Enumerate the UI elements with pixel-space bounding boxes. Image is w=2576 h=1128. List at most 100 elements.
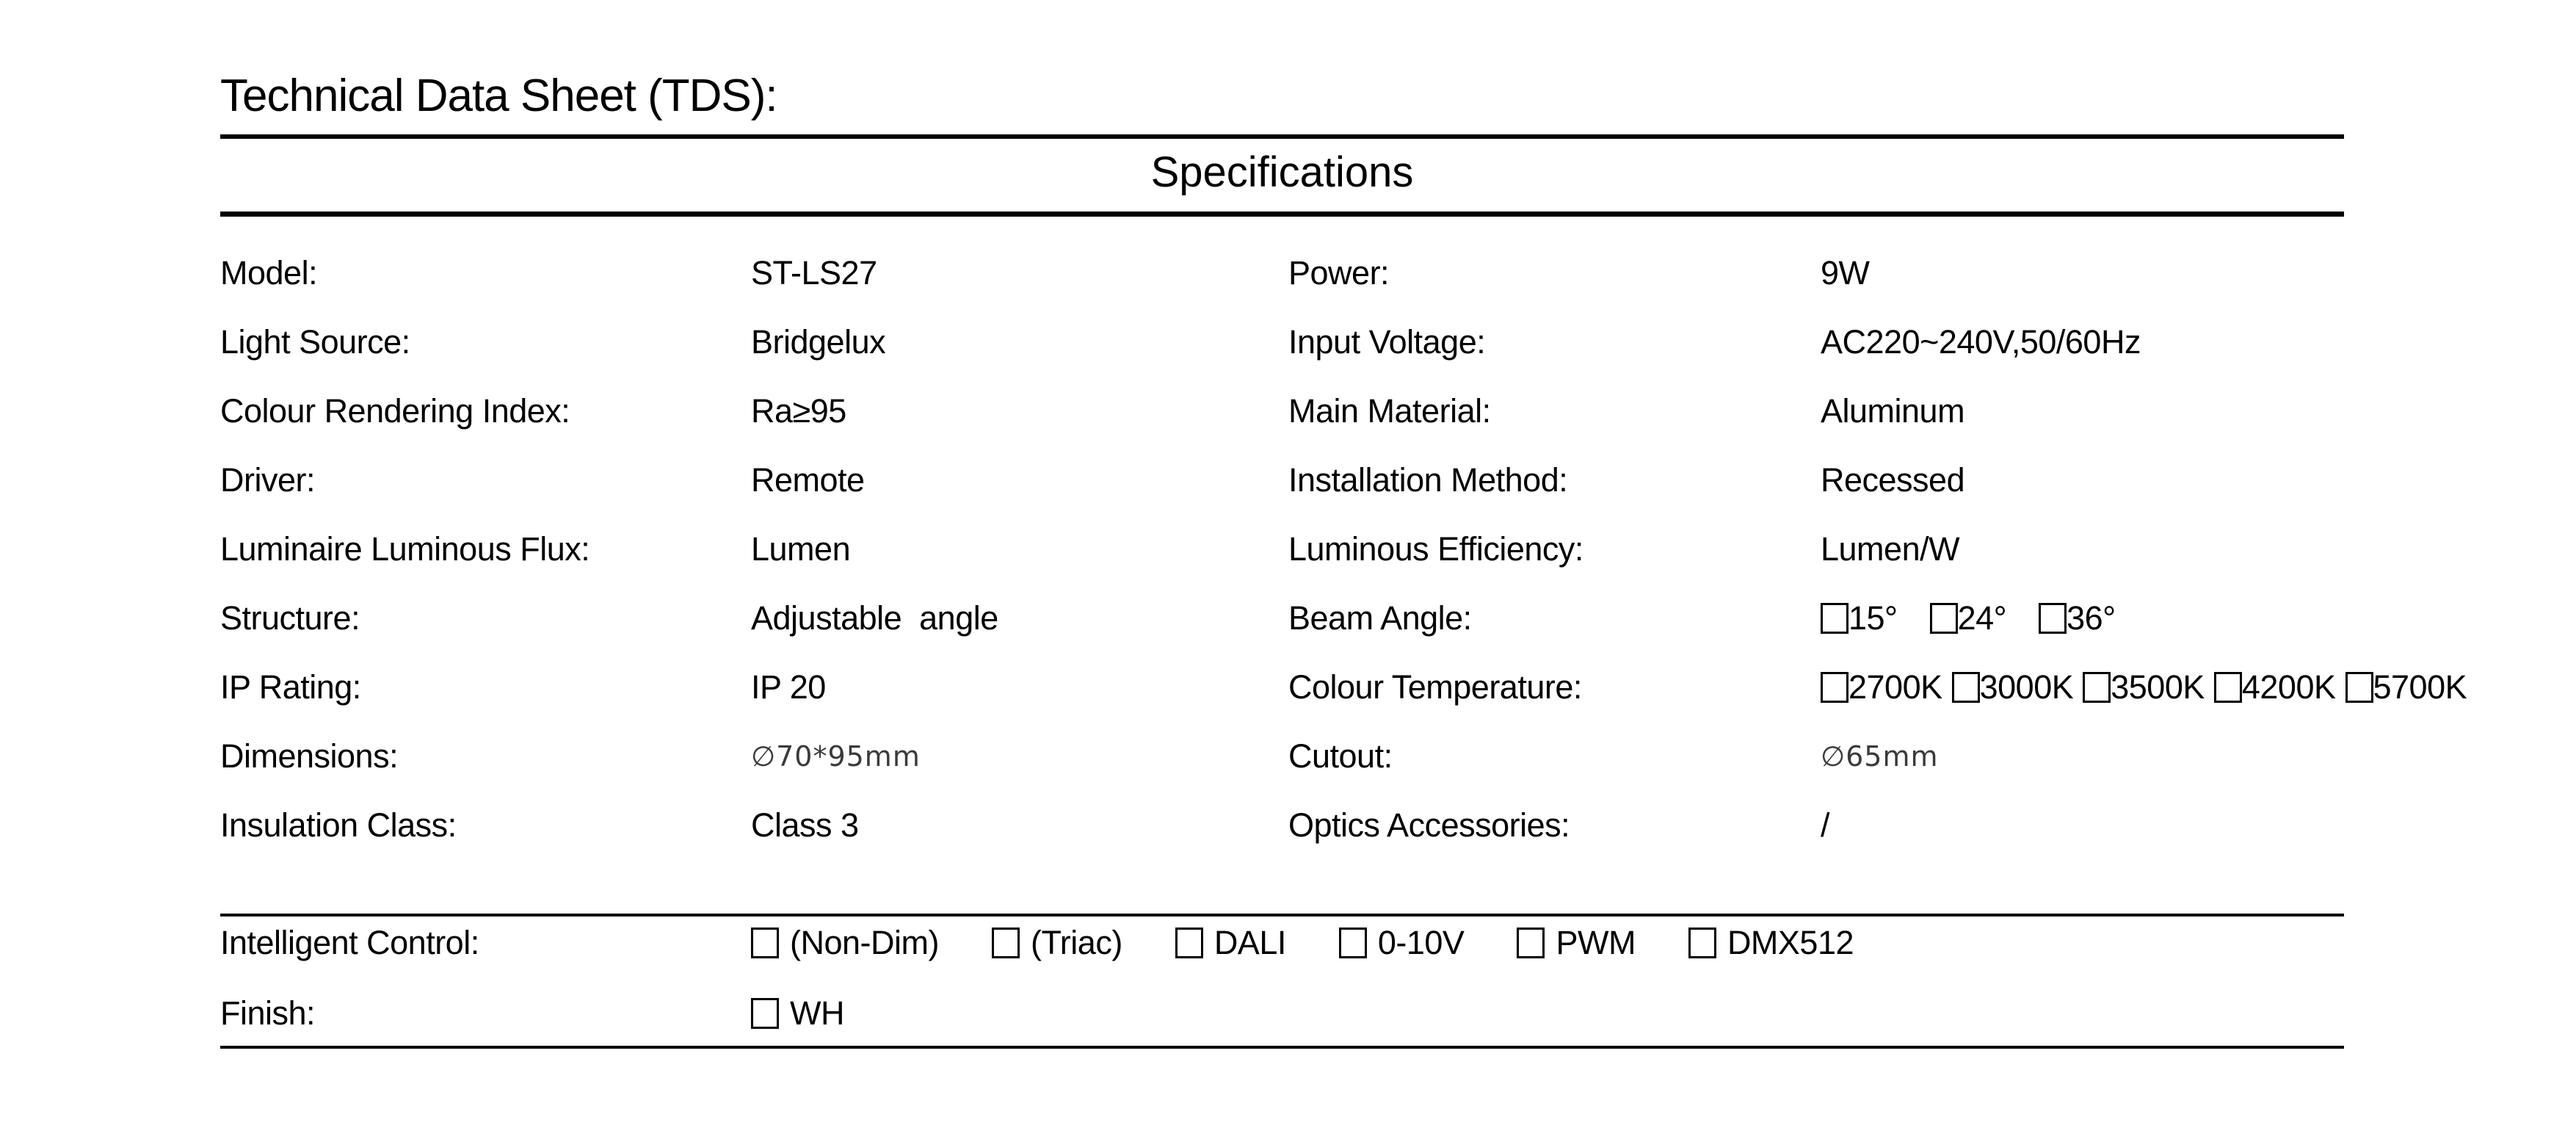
spec-value: AC220~240V,50/60Hz: [1821, 323, 2141, 361]
checkbox-icon[interactable]: [1175, 928, 1203, 958]
control-option: PWM: [1517, 924, 1636, 962]
spec-row-iprating-colourtemp: IP Rating: IP 20 Colour Temperature: 270…: [0, 668, 2576, 706]
control-option: DMX512: [1688, 924, 1854, 962]
spec-label: Structure:: [220, 599, 360, 637]
option-label: 36°: [2067, 599, 2116, 637]
spec-value: ∅65mm: [1821, 740, 1939, 773]
checkbox-icon[interactable]: [1688, 928, 1716, 958]
spec-value: 9W: [1821, 254, 1870, 292]
option-label: WH: [790, 994, 844, 1032]
option-label: (Triac): [1031, 924, 1122, 961]
control-section-divider: [220, 914, 2344, 916]
spec-label: Power:: [1288, 254, 1390, 292]
colour-temperature-option: 3500K: [2083, 668, 2205, 706]
spec-row-lightsource-voltage: Light Source: Bridgelux Input Voltage: A…: [0, 323, 2576, 361]
spec-value: Bridgelux: [751, 323, 886, 361]
spec-label: Intelligent Control:: [220, 924, 479, 961]
checkbox-icon[interactable]: [2083, 672, 2111, 703]
option-label: PWM: [1556, 924, 1636, 961]
spec-label: Colour Rendering Index:: [220, 392, 570, 430]
option-label: (Non-Dim): [790, 924, 940, 961]
spec-value: Remote: [751, 461, 865, 499]
spec-value: IP 20: [751, 668, 826, 706]
spec-label: Optics Accessories:: [1288, 806, 1570, 844]
colour-temperature-option: 3000K: [1951, 668, 2074, 706]
checkbox-icon[interactable]: [1951, 672, 1980, 703]
checkbox-icon[interactable]: [751, 928, 779, 958]
spec-row-driver-installation: Driver: Remote Installation Method: Rece…: [0, 461, 2576, 499]
spec-row-flux-efficiency: Luminaire Luminous Flux: Lumen Luminous …: [0, 530, 2576, 568]
checkbox-icon[interactable]: [992, 928, 1020, 958]
spec-label: Luminous Efficiency:: [1288, 530, 1583, 568]
spec-row-insulation-optics: Insulation Class: Class 3 Optics Accesso…: [0, 806, 2576, 845]
checkbox-icon[interactable]: [751, 998, 779, 1029]
intelligent-control-row: Intelligent Control: (Non-Dim) (Triac) D…: [0, 924, 2576, 962]
spec-value: Lumen/W: [1821, 530, 1960, 568]
section-divider: [220, 212, 2344, 217]
checkbox-icon[interactable]: [2345, 672, 2373, 703]
beam-angle-options: 15° 24° 36°: [1821, 599, 2116, 637]
beam-angle-option: 36°: [2039, 599, 2116, 637]
option-label: 4200K: [2241, 668, 2336, 706]
colour-temperature-options: 2700K 3000K 3500K 4200K 5700K: [1821, 668, 2467, 706]
checkbox-icon[interactable]: [2213, 672, 2242, 703]
colour-temperature-option: 2700K: [1821, 668, 1942, 706]
checkbox-icon[interactable]: [1517, 928, 1545, 958]
option-label: 5700K: [2373, 668, 2467, 706]
bottom-divider: [220, 1046, 2344, 1049]
spec-label: Installation Method:: [1288, 461, 1568, 499]
control-option: (Triac): [992, 924, 1122, 962]
option-label: 0-10V: [1377, 924, 1465, 961]
spec-row-cri-material: Colour Rendering Index: Ra≥95 Main Mater…: [0, 392, 2576, 430]
spec-value: Lumen: [751, 530, 851, 568]
spec-value: ST-LS27: [751, 254, 877, 292]
spec-row-dimensions-cutout: Dimensions: ∅70*95mm Cutout: ∅65mm: [0, 737, 2576, 776]
spec-row-structure-beamangle: Structure: Adjustable angle Beam Angle: …: [0, 599, 2576, 637]
spec-label: Main Material:: [1288, 392, 1491, 430]
spec-label: IP Rating:: [220, 668, 361, 706]
checkbox-icon[interactable]: [1821, 603, 1848, 634]
finish-option: WH: [751, 994, 844, 1033]
control-option: 0-10V: [1338, 924, 1465, 962]
intelligent-control-options: (Non-Dim) (Triac) DALI 0-10V PWM DMX512: [751, 924, 1854, 962]
finish-row: Finish: WH: [0, 994, 2576, 1033]
beam-angle-option: 15°: [1821, 599, 1898, 637]
option-label: 15°: [1848, 599, 1898, 637]
control-option: DALI: [1175, 924, 1286, 962]
option-label: 2700K: [1848, 668, 1942, 706]
section-title: Specifications: [1150, 148, 1414, 196]
spec-value: Aluminum: [1821, 392, 1965, 430]
spec-label: Dimensions:: [220, 737, 399, 775]
option-label: DMX512: [1727, 924, 1854, 961]
spec-label: Insulation Class:: [220, 806, 457, 844]
spec-value: /: [1821, 806, 1830, 844]
spec-value: Adjustable angle: [751, 599, 998, 637]
control-option: (Non-Dim): [751, 924, 940, 962]
spec-label: Luminaire Luminous Flux:: [220, 530, 590, 568]
finish-options: WH: [751, 994, 844, 1033]
spec-row-model-power: Model: ST-LS27 Power: 9W: [0, 254, 2576, 292]
spec-label: Colour Temperature:: [1288, 668, 1582, 706]
beam-angle-option: 24°: [1929, 599, 2007, 637]
option-label: DALI: [1213, 924, 1287, 961]
spec-label: Light Source:: [220, 323, 410, 361]
page-title: Technical Data Sheet (TDS):: [220, 70, 778, 121]
spec-value: Recessed: [1821, 461, 1965, 499]
title-divider: [220, 134, 2344, 139]
spec-label: Driver:: [220, 461, 316, 499]
checkbox-icon[interactable]: [1338, 928, 1367, 958]
checkbox-icon[interactable]: [1821, 672, 1848, 703]
spec-label: Input Voltage:: [1288, 323, 1486, 361]
spec-value: ∅70*95mm: [751, 740, 921, 773]
option-label: 24°: [1957, 599, 2007, 637]
spec-label: Model:: [220, 254, 318, 292]
checkbox-icon[interactable]: [2039, 603, 2067, 634]
option-label: 3000K: [1979, 668, 2074, 706]
checkbox-icon[interactable]: [1929, 603, 1958, 634]
spec-label: Cutout:: [1288, 737, 1393, 775]
spec-value: Class 3: [751, 806, 859, 844]
colour-temperature-option: 5700K: [2345, 668, 2467, 706]
spec-value: Ra≥95: [751, 392, 846, 430]
spec-label: Finish:: [220, 994, 316, 1032]
